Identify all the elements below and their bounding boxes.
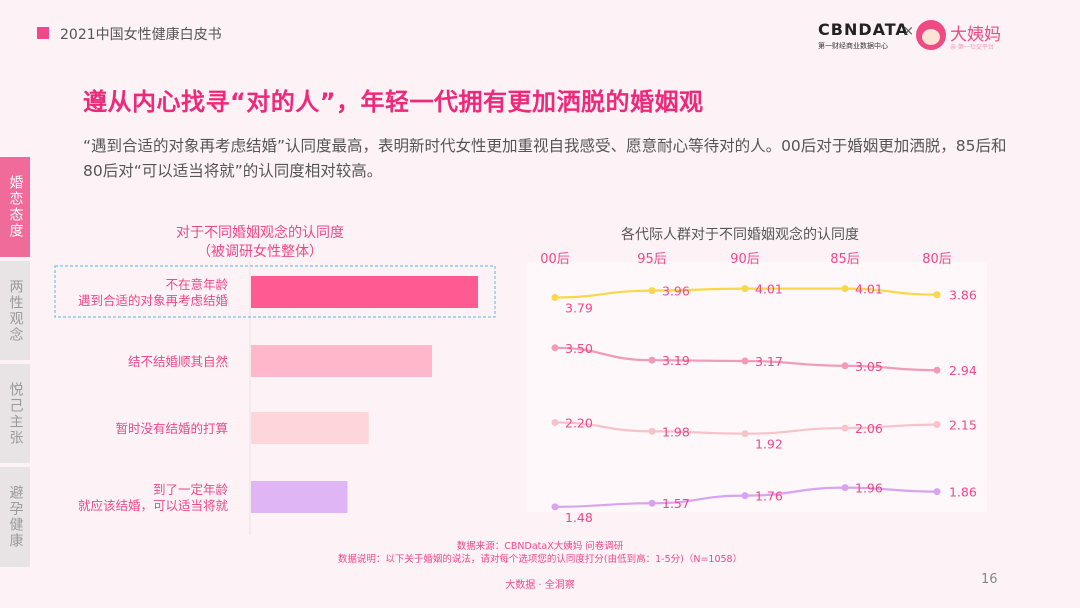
series-value-label-3-0: 1.48 xyxy=(565,510,593,525)
series-value-label-1-4: 2.94 xyxy=(949,363,977,378)
series-point-2-1 xyxy=(649,428,656,435)
line-x-label-0: 00后 xyxy=(540,252,570,267)
series-value-label-2-0: 2.20 xyxy=(565,415,593,430)
series-point-0-4 xyxy=(934,291,941,298)
series-value-label-3-2: 1.76 xyxy=(755,489,783,504)
series-value-label-2-2: 1.92 xyxy=(755,437,783,452)
series-point-2-3 xyxy=(842,425,849,432)
chart-canvas: 不在意年龄遇到合适的对象再考虑结婚结不结婚顺其自然暂时没有结婚的打算到了一定年龄… xyxy=(0,0,1080,608)
series-value-label-2-1: 1.98 xyxy=(662,424,690,439)
bar-label-1-0: 结不结婚顺其自然 xyxy=(128,354,228,369)
series-value-label-1-0: 3.50 xyxy=(565,341,593,356)
series-value-label-3-1: 1.57 xyxy=(662,496,690,511)
bar-label-0-1: 遇到合适的对象再考虑结婚 xyxy=(78,293,229,308)
series-value-label-2-3: 2.06 xyxy=(855,421,883,436)
series-point-2-4 xyxy=(934,421,941,428)
series-value-label-2-4: 2.15 xyxy=(949,417,977,432)
line-x-label-4: 80后 xyxy=(922,252,952,267)
series-point-1-4 xyxy=(934,367,941,374)
series-point-0-0 xyxy=(552,294,559,301)
series-point-3-0 xyxy=(552,503,559,510)
series-point-0-3 xyxy=(842,285,849,292)
series-point-1-1 xyxy=(649,357,656,364)
bar-label-3-1: 就应该结婚，可以适当将就 xyxy=(78,498,229,513)
series-value-label-1-2: 3.17 xyxy=(755,354,783,369)
bar-0 xyxy=(251,276,478,308)
page-number: 16 xyxy=(981,572,998,587)
series-point-2-2 xyxy=(742,430,749,437)
series-value-label-0-1: 3.96 xyxy=(662,284,690,299)
series-value-label-0-4: 3.86 xyxy=(949,288,977,303)
bar-label-2-0: 暂时没有结婚的打算 xyxy=(115,421,228,436)
series-point-3-3 xyxy=(842,484,849,491)
bar-1 xyxy=(251,345,432,377)
series-point-0-1 xyxy=(649,287,656,294)
bar-label-0-0: 不在意年龄 xyxy=(165,277,228,292)
series-point-1-2 xyxy=(742,358,749,365)
footer-note: 数据说明：以下关于婚姻的说法，请对每个选项您的认同度打分(由低到高：1-5分)（… xyxy=(0,553,1080,566)
series-point-1-0 xyxy=(552,344,559,351)
series-point-2-0 xyxy=(552,419,559,426)
footer-source: 数据来源：CBNDataX大姨妈 问卷调研 xyxy=(0,540,1080,553)
line-chart-panel xyxy=(527,262,987,512)
series-point-3-1 xyxy=(649,500,656,507)
series-point-3-2 xyxy=(742,492,749,499)
line-x-label-2: 90后 xyxy=(730,252,760,267)
series-value-label-1-1: 3.19 xyxy=(662,353,690,368)
bar-2 xyxy=(251,412,369,444)
series-value-label-3-4: 1.86 xyxy=(949,485,977,500)
line-x-label-3: 85后 xyxy=(830,252,860,267)
series-value-label-0-0: 3.79 xyxy=(565,300,593,315)
series-value-label-0-2: 4.01 xyxy=(755,282,783,297)
footer-brand: 大数据 · 全洞察 xyxy=(0,576,1080,591)
series-point-0-2 xyxy=(742,285,749,292)
line-x-label-1: 95后 xyxy=(637,252,667,267)
series-value-label-3-3: 1.96 xyxy=(855,481,883,496)
series-point-3-4 xyxy=(934,488,941,495)
bar-label-3-0: 到了一定年龄 xyxy=(153,482,229,497)
series-point-1-3 xyxy=(842,362,849,369)
series-value-label-0-3: 4.01 xyxy=(855,282,883,297)
footer-source-block: 数据来源：CBNDataX大姨妈 问卷调研 数据说明：以下关于婚姻的说法，请对每… xyxy=(0,540,1080,566)
series-value-label-1-3: 3.05 xyxy=(855,359,883,374)
bar-3 xyxy=(251,481,348,513)
